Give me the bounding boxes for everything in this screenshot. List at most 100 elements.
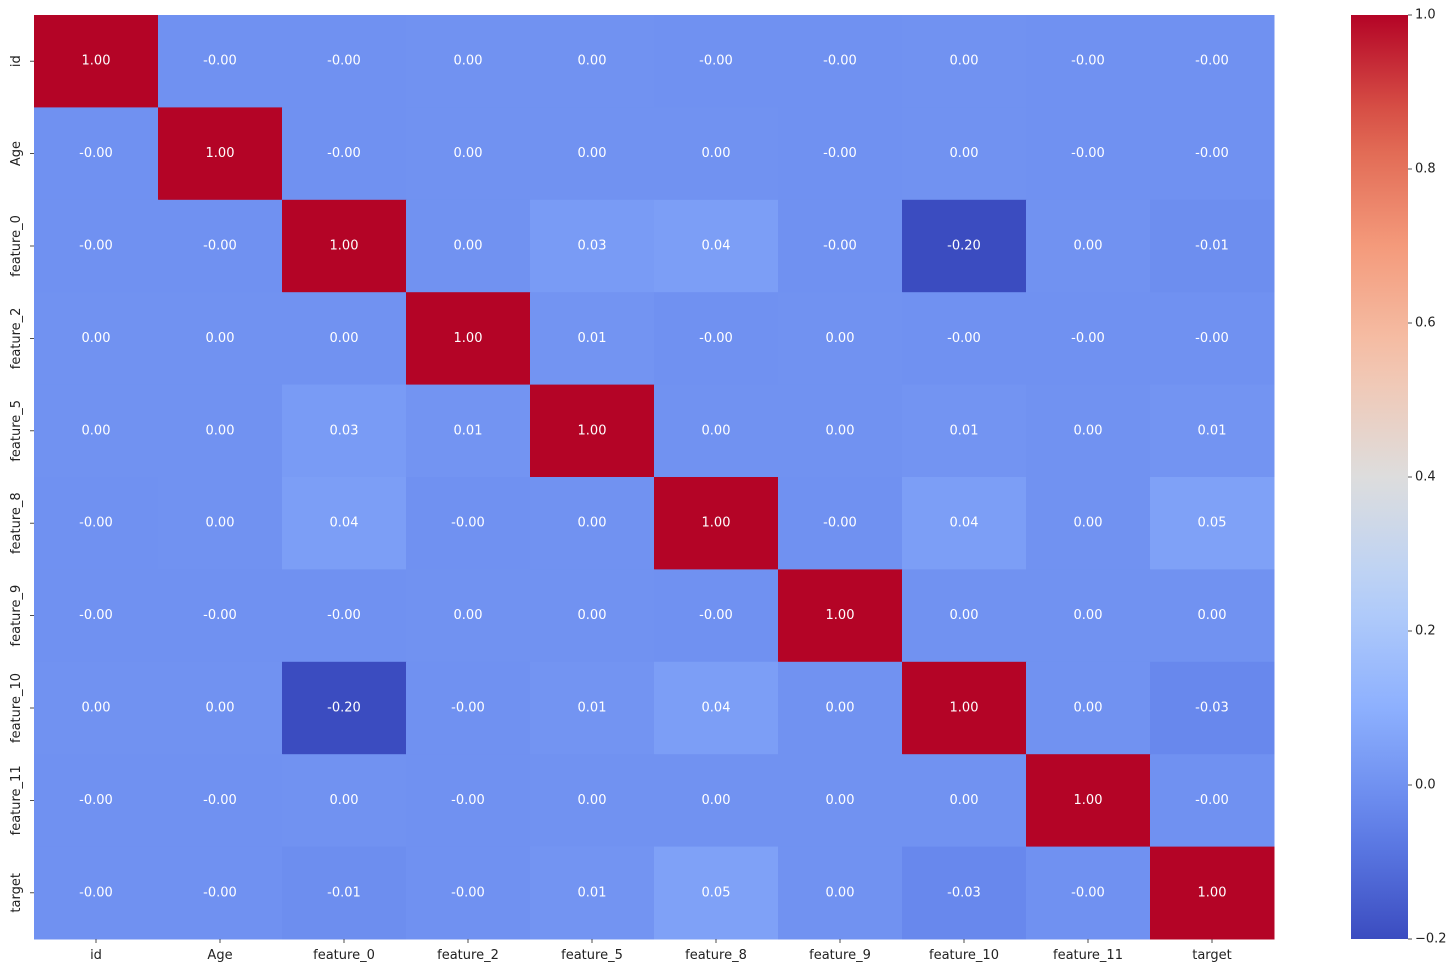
cell-value-label: 0.00	[1074, 516, 1103, 531]
heatmap-cell	[654, 15, 779, 108]
cell-value-label: 1.00	[1198, 885, 1227, 900]
colorbar-tick-label: 0.8	[1415, 162, 1436, 177]
cell-value-label: -0.00	[1195, 54, 1229, 69]
colorbar-bar	[1351, 15, 1408, 939]
cell-value-label: -0.20	[327, 701, 361, 716]
heatmap-cell	[282, 846, 407, 940]
cell-value-label: 0.00	[330, 793, 359, 808]
heatmap-cell	[406, 569, 531, 663]
cell-value-label: 0.00	[1074, 701, 1103, 716]
cell-value-label: 0.01	[578, 885, 607, 900]
heatmap-cell	[158, 199, 283, 293]
heatmap-cell	[34, 107, 159, 201]
cell-value-label: 0.00	[950, 146, 979, 161]
cell-value-label: -0.00	[79, 239, 113, 254]
heatmap-cell	[406, 477, 531, 570]
heatmap-cell	[654, 292, 779, 386]
heatmap-cell	[1026, 199, 1151, 293]
colorbar: −0.2 0.0 0.2 0.4 0.6 0.8 1.0	[1351, 8, 1447, 947]
cell-value-label: -0.00	[203, 239, 237, 254]
heatmap-cell	[406, 107, 531, 201]
heatmap-cell	[778, 477, 903, 570]
heatmap-cell	[1150, 199, 1275, 293]
cell-value-label: -0.00	[203, 885, 237, 900]
heatmap-cell	[1150, 754, 1275, 848]
cell-value-label: -0.00	[1071, 885, 1105, 900]
heatmap-cell	[1150, 384, 1275, 478]
heatmap-cell	[406, 15, 531, 108]
cell-value-label: -0.00	[451, 885, 485, 900]
heatmap-cell	[282, 384, 407, 478]
cell-value-label: 1.00	[82, 54, 111, 69]
heatmap-cell	[902, 846, 1027, 940]
cell-value-label: 1.00	[1074, 793, 1103, 808]
cell-value-label: 0.00	[950, 793, 979, 808]
colorbar-tick-label: 0.0	[1415, 778, 1436, 793]
cell-value-label: -0.00	[203, 608, 237, 623]
y-tick-label: Age	[9, 141, 24, 166]
heatmap-cell	[158, 569, 283, 663]
x-tick-label: feature_8	[685, 948, 747, 963]
cell-value-label: 0.00	[578, 608, 607, 623]
heatmap-cell	[1026, 107, 1151, 201]
heatmap-cell	[282, 199, 407, 293]
heatmap-cell	[778, 384, 903, 478]
cell-value-label: -0.00	[699, 608, 733, 623]
x-tick-label: target	[1192, 948, 1232, 963]
heatmap-cell	[158, 754, 283, 848]
heatmap-cell	[1150, 661, 1275, 755]
heatmap-cell	[1150, 569, 1275, 663]
heatmap-cell	[654, 477, 779, 570]
heatmap-cell	[654, 384, 779, 478]
cell-value-label: -0.00	[79, 516, 113, 531]
cell-value-label: -0.00	[451, 793, 485, 808]
cell-value-label: 1.00	[578, 423, 607, 438]
heatmap-cell	[282, 754, 407, 848]
cell-value-label: -0.00	[327, 146, 361, 161]
y-tick-label: id	[9, 55, 24, 67]
heatmap-cell	[158, 477, 283, 570]
heatmap-cell	[34, 292, 159, 386]
cell-value-label: -0.00	[947, 331, 981, 346]
heatmap-cell	[1026, 292, 1151, 386]
cell-value-label: 0.00	[454, 239, 483, 254]
cell-value-label: -0.00	[823, 54, 857, 69]
heatmap-cell	[530, 199, 655, 293]
heatmap-cell	[654, 569, 779, 663]
cell-value-label: 0.03	[330, 423, 359, 438]
colorbar-tick-label: 1.0	[1415, 8, 1436, 23]
cell-value-label: 0.03	[578, 239, 607, 254]
heatmap-cell	[1026, 754, 1151, 848]
heatmap-cell	[34, 477, 159, 570]
cell-value-label: -0.00	[79, 608, 113, 623]
cell-value-label: 0.00	[826, 331, 855, 346]
heatmap-cell	[282, 107, 407, 201]
heatmap-cell	[654, 199, 779, 293]
heatmap-cell	[406, 199, 531, 293]
y-tick-label: feature_11	[9, 765, 24, 835]
cell-value-label: -0.00	[699, 54, 733, 69]
x-tick-label: Age	[207, 948, 232, 963]
cell-value-label: 0.00	[206, 423, 235, 438]
heatmap-cell	[902, 661, 1027, 755]
heatmap-cell	[1150, 477, 1275, 570]
cell-value-label: -0.00	[1071, 331, 1105, 346]
heatmap-annotations: 1.00 -0.00 -0.00 0.00 0.00 -0.00 -0.00 0.00 -0.0…	[79, 54, 1229, 901]
heatmap-cell	[654, 107, 779, 201]
cell-value-label: 1.00	[950, 701, 979, 716]
x-tick-label: feature_0	[313, 948, 375, 963]
cell-value-label: -0.00	[203, 54, 237, 69]
heatmap-cell	[282, 477, 407, 570]
cell-value-label: -0.00	[79, 146, 113, 161]
cell-value-label: 0.01	[454, 423, 483, 438]
heatmap-cell	[530, 107, 655, 201]
cell-value-label: -0.00	[1195, 146, 1229, 161]
heatmap-cell	[530, 846, 655, 940]
cell-value-label: -0.00	[1071, 54, 1105, 69]
heatmap-cell	[530, 754, 655, 848]
heatmap-cells	[34, 15, 1275, 940]
heatmap-cell	[530, 477, 655, 570]
heatmap-cell	[1026, 477, 1151, 570]
heatmap-cell	[902, 292, 1027, 386]
cell-value-label: 0.00	[454, 608, 483, 623]
